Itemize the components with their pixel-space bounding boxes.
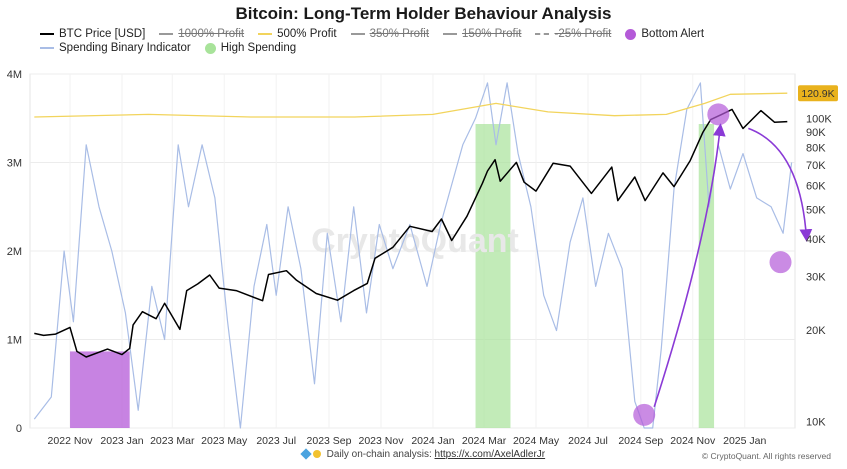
diamond-icon — [300, 448, 312, 461]
legend-item[interactable]: 150% Profit — [443, 28, 521, 40]
legend-label: Spending Binary Indicator — [59, 42, 191, 54]
legend-item[interactable]: 350% Profit — [350, 28, 430, 40]
x-tick-label: 2023 Jan — [100, 435, 143, 447]
y-right-tick-label: 70K — [806, 160, 826, 172]
bottom-alert-band — [70, 351, 130, 428]
chart-legend: BTC Price [USD] 1000% Profit 500% Profit 35… — [40, 28, 830, 54]
axes: 0 1M 2M 3M 4M 10K 20K 30K 40K 50K 60K 70K 80K 90K 100K… — [7, 69, 838, 447]
y-right-tick-label: 50K — [806, 204, 826, 216]
x-tick-label: 2024 Jul — [568, 435, 608, 447]
x-tick-label: 2023 Sep — [307, 435, 352, 447]
legend-item[interactable]: Spending Binary Indicator — [40, 42, 191, 54]
legend-item[interactable]: 500% Profit — [258, 28, 337, 40]
legend-swatch — [625, 28, 637, 40]
x-tick-label: 2022 Nov — [48, 435, 94, 447]
x-tick-label: 2024 Jan — [411, 435, 454, 447]
x-tick-label: 2023 Mar — [150, 435, 195, 447]
series-lines — [33, 82, 793, 429]
legend-label: 350% Profit — [369, 28, 430, 40]
current-price-label: 120.9K — [801, 88, 834, 100]
chart-title: Bitcoin: Long-Term Holder Behaviour Anal… — [235, 4, 612, 23]
legend-item[interactable]: BTC Price [USD] — [40, 28, 145, 40]
legend-swatch — [159, 33, 174, 35]
current-price-badge — [798, 85, 838, 102]
y-left-tick-label: 1M — [7, 335, 22, 347]
legend-label: Bottom Alert — [641, 28, 705, 40]
x-tick-label: 2025 Jan — [723, 435, 766, 447]
legend-label: 1000% Profit — [178, 28, 245, 40]
btc-price-line — [34, 108, 788, 358]
bottom-alert-marker — [769, 251, 792, 274]
legend-label: 150% Profit — [462, 28, 522, 40]
spending-binary-line — [33, 82, 793, 429]
legend-label: BTC Price [USD] — [59, 28, 146, 40]
y-right-tick-label: 100K — [806, 113, 832, 125]
legend-swatch — [40, 33, 54, 35]
footer-text: Daily on-chain analysis: — [326, 449, 432, 460]
decline-arrow — [748, 127, 813, 243]
legend-item[interactable]: -25% Profit — [535, 28, 611, 40]
footer: Daily on-chain analysis: https://x.com/A… — [0, 448, 847, 461]
y-left-tick-label: 0 — [16, 423, 22, 435]
x-tick-label: 2024 Sep — [618, 435, 663, 447]
y-left-tick-label: 3M — [7, 158, 22, 170]
y-left-tick-label: 2M — [7, 246, 22, 258]
bottom-alert-marker — [707, 103, 730, 126]
legend-label: 500% Profit — [277, 28, 337, 40]
x-tick-label: 2024 May — [513, 435, 560, 447]
legend-swatch — [258, 33, 273, 35]
x-tick-label: 2024 Mar — [462, 435, 507, 447]
legend-swatch — [535, 33, 550, 35]
x-tick-label: 2024 Nov — [670, 435, 716, 447]
legend-label: High Spending — [220, 42, 297, 54]
y-right-tick-label: 40K — [806, 234, 826, 246]
legend-label: -25% Profit — [554, 28, 612, 40]
legend-item[interactable]: 1000% Profit — [159, 28, 244, 40]
y-right-tick-label: 90K — [806, 127, 826, 139]
legend-item[interactable]: High Spending — [204, 42, 297, 54]
highlight-bands — [70, 124, 715, 428]
y-right-tick-label: 60K — [806, 180, 826, 192]
copyright: © CryptoQuant. All rights reserved — [701, 451, 831, 461]
y-right-tick-label: 80K — [806, 143, 826, 155]
profit-500-line — [34, 92, 788, 118]
high-spending-band — [475, 124, 511, 428]
legend-swatch — [40, 47, 54, 49]
legend-swatch — [350, 33, 365, 35]
legend-swatch — [204, 42, 216, 54]
bottom-alert-marker — [633, 403, 656, 426]
y-left-tick-label: 4M — [7, 69, 22, 81]
legend-swatch — [443, 33, 458, 35]
footer-link[interactable]: https://x.com/AxelAdlerJr — [434, 449, 546, 460]
rise-arrow — [653, 123, 726, 408]
legend-item[interactable]: Bottom Alert — [625, 28, 704, 40]
y-right-tick-label: 20K — [806, 325, 826, 337]
x-tick-label: 2023 Nov — [359, 435, 405, 447]
x-tick-label: 2023 Jul — [256, 435, 296, 447]
annotation-markers — [633, 103, 813, 426]
grid — [29, 73, 796, 429]
y-right-tick-label: 30K — [806, 272, 826, 284]
y-right-tick-label: 10K — [806, 416, 826, 428]
hands-icon — [312, 450, 321, 459]
x-tick-label: 2023 May — [201, 435, 248, 447]
